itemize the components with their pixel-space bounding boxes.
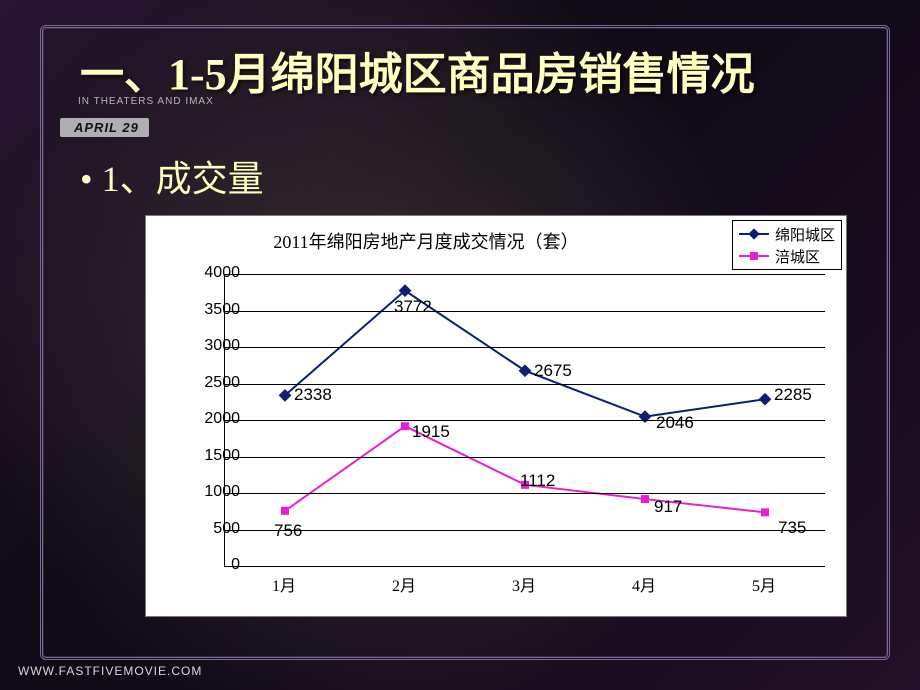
y-tick-label: 2500 [180, 374, 240, 392]
chart-inner: 2011年绵阳房地产月度成交情况（套） 绵阳城区 涪城区 0 [146, 216, 846, 616]
square-marker [761, 508, 769, 516]
slide-background: IN THEATERS AND IMAX APRIL 29 WWW.FASTFI… [0, 0, 920, 690]
legend-swatch-1 [739, 255, 769, 257]
data-label: 1112 [520, 471, 555, 491]
data-label: 735 [778, 518, 806, 538]
page-title: 一、1-5月绵阳城区商品房销售情况 [80, 38, 870, 102]
legend-swatch-0 [739, 233, 769, 235]
x-tick-label: 1月 [254, 572, 314, 596]
gridline [225, 530, 825, 531]
square-marker [401, 422, 409, 430]
gridline [225, 457, 825, 458]
series-line [285, 426, 765, 512]
diamond-icon [748, 228, 759, 239]
legend-label-0: 绵阳城区 [775, 224, 835, 245]
square-marker [641, 495, 649, 503]
gridline [225, 274, 825, 275]
gridline [225, 347, 825, 348]
gridline [225, 493, 825, 494]
y-tick-label: 4000 [180, 264, 240, 282]
diamond-marker [519, 364, 532, 377]
data-label: 917 [654, 497, 682, 517]
data-label: 2338 [294, 385, 332, 405]
chart-legend: 绵阳城区 涪城区 [732, 220, 842, 270]
x-tick-label: 2月 [374, 572, 434, 596]
y-tick-label: 0 [180, 556, 240, 574]
chart-title: 2011年绵阳房地产月度成交情况（套） [146, 228, 706, 254]
data-label: 1915 [412, 422, 450, 442]
y-tick-label: 1000 [180, 483, 240, 501]
x-tick-label: 4月 [614, 572, 674, 596]
data-label: 756 [274, 521, 302, 541]
legend-item-1: 涪城区 [739, 245, 835, 267]
y-tick-label: 1500 [180, 447, 240, 465]
x-tick-label: 5月 [734, 572, 794, 596]
square-marker [281, 507, 289, 515]
legend-item-0: 绵阳城区 [739, 223, 835, 245]
gridline [225, 420, 825, 421]
page-subtitle: • 1、成交量 [80, 150, 264, 202]
y-tick-label: 3000 [180, 337, 240, 355]
data-label: 2675 [534, 361, 572, 381]
square-icon [750, 252, 758, 260]
data-label: 3772 [394, 297, 432, 317]
chart-container: 2011年绵阳房地产月度成交情况（套） 绵阳城区 涪城区 0 [145, 215, 847, 617]
bg-footer-url: WWW.FASTFIVEMOVIE.COM [18, 664, 202, 678]
diamond-marker [759, 393, 772, 406]
legend-label-1: 涪城区 [775, 246, 820, 267]
data-label: 2046 [656, 413, 694, 433]
gridline [225, 311, 825, 312]
data-label: 2285 [774, 385, 812, 405]
y-tick-label: 500 [180, 520, 240, 538]
x-tick-label: 3月 [494, 572, 554, 596]
diamond-marker [639, 410, 652, 423]
plot-area [224, 274, 825, 567]
y-tick-label: 3500 [180, 301, 240, 319]
y-tick-label: 2000 [180, 410, 240, 428]
